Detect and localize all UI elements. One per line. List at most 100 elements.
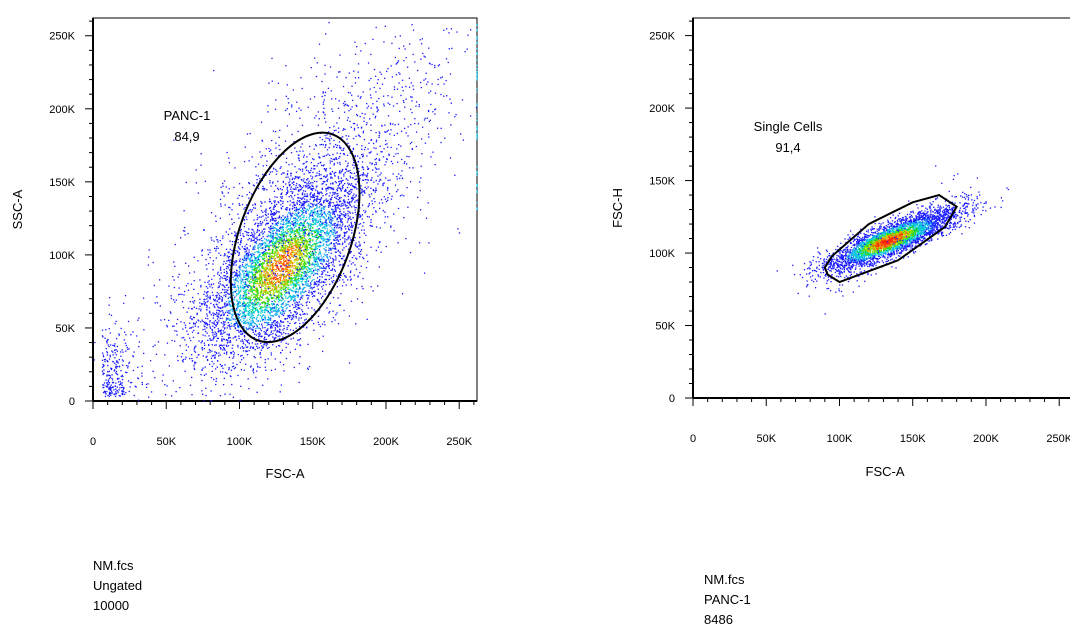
event-dot — [267, 343, 268, 344]
event-dot — [265, 155, 266, 156]
event-dot — [248, 198, 249, 199]
event-dot — [282, 313, 283, 314]
event-dot — [335, 144, 336, 145]
event-dot — [207, 359, 208, 360]
event-dot — [264, 219, 265, 220]
event-dot — [337, 286, 338, 287]
event-dot — [295, 259, 296, 260]
event-dot — [226, 310, 227, 311]
event-dot — [256, 243, 257, 244]
event-dot — [239, 311, 240, 312]
event-dot — [254, 290, 255, 291]
event-dot — [223, 330, 224, 331]
event-dot — [286, 209, 287, 210]
event-dot — [291, 317, 292, 318]
event-dot — [220, 364, 221, 365]
event-dot — [266, 275, 267, 276]
event-dot — [320, 245, 321, 246]
event-dot — [273, 284, 274, 285]
event-dot — [282, 264, 283, 265]
event-dot — [313, 330, 314, 331]
event-dot — [261, 345, 262, 346]
event-dot — [307, 178, 308, 179]
event-dot — [260, 157, 261, 158]
event-dot — [307, 245, 308, 246]
event-dot — [290, 241, 291, 242]
event-dot — [275, 306, 276, 307]
event-dot — [307, 301, 308, 302]
event-dot — [352, 257, 353, 258]
event-dot — [281, 248, 282, 249]
event-dot — [264, 334, 265, 335]
event-dot — [296, 241, 297, 242]
event-dot — [279, 316, 280, 317]
event-dot — [295, 269, 296, 270]
event-dot — [283, 315, 284, 316]
event-dot — [323, 244, 324, 245]
event-dot — [253, 332, 254, 333]
event-dot — [362, 214, 363, 215]
event-dot — [265, 217, 266, 218]
event-dot — [299, 230, 300, 231]
event-dot — [244, 336, 245, 337]
event-dot — [228, 369, 229, 370]
event-dot — [352, 227, 353, 228]
event-dot — [245, 309, 246, 310]
event-dot — [270, 307, 271, 308]
event-dot — [278, 259, 279, 260]
event-dot — [324, 224, 325, 225]
event-dot — [285, 217, 286, 218]
event-dot — [211, 377, 212, 378]
event-dot — [267, 323, 268, 324]
event-dot — [276, 240, 277, 241]
event-dot — [195, 323, 196, 324]
event-dot — [362, 161, 363, 162]
event-dot — [270, 219, 271, 220]
event-dot — [259, 239, 260, 240]
event-dot — [330, 235, 331, 236]
event-dot — [340, 293, 341, 294]
event-dot — [336, 312, 337, 313]
event-dot — [243, 313, 244, 314]
event-dot — [274, 260, 275, 261]
event-dot — [281, 321, 282, 322]
event-dot — [345, 217, 346, 218]
event-dot — [307, 297, 308, 298]
event-dot — [329, 214, 330, 215]
event-dot — [349, 237, 350, 238]
event-dot — [306, 257, 307, 258]
event-dot — [280, 284, 281, 285]
event-dot — [238, 316, 239, 317]
event-dot — [243, 301, 244, 302]
event-dot — [347, 202, 348, 203]
event-dot — [233, 222, 234, 223]
event-dot — [290, 329, 291, 330]
x-tick-label: 150K — [300, 436, 326, 448]
event-dot — [307, 266, 308, 267]
event-dot — [184, 291, 185, 292]
event-dot — [316, 261, 317, 262]
event-dot — [271, 352, 272, 353]
event-dot — [327, 228, 328, 229]
event-dot — [270, 315, 271, 316]
event-dot — [252, 286, 253, 287]
event-dot — [238, 277, 239, 278]
y-tick-label: 50K — [55, 323, 75, 335]
event-dot — [220, 269, 221, 270]
event-dot — [304, 222, 305, 223]
event-dot — [297, 204, 298, 205]
event-dot — [281, 286, 282, 287]
event-dot — [232, 318, 233, 319]
event-dot — [326, 225, 327, 226]
event-dot — [306, 327, 307, 328]
event-dot — [326, 226, 327, 227]
event-dot — [249, 310, 250, 311]
event-dot — [280, 312, 281, 313]
event-dot — [369, 196, 370, 197]
event-dot — [200, 286, 201, 287]
event-dot — [344, 216, 345, 217]
event-dot — [229, 269, 230, 270]
event-dot — [214, 306, 215, 307]
event-dots — [94, 22, 478, 402]
event-dot — [237, 285, 238, 286]
